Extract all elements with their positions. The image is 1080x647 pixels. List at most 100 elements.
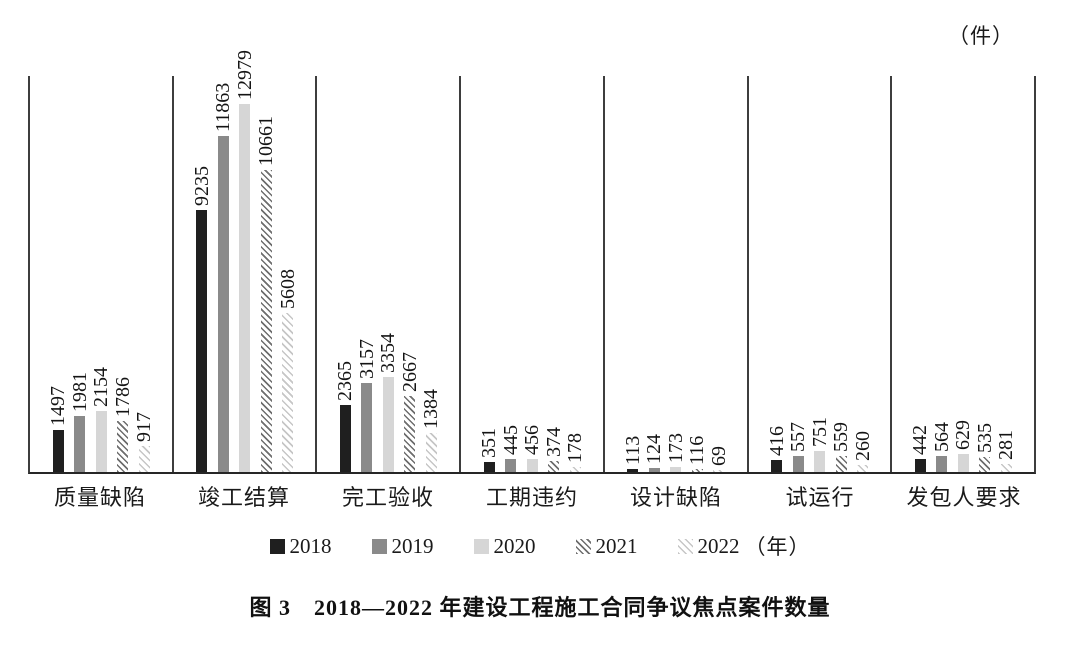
bar-2018 bbox=[483, 462, 495, 472]
category-group: 9235 11863 12979 10661 5608 bbox=[174, 50, 318, 472]
bar-value-label: 629 bbox=[952, 420, 975, 450]
category-group: 442 564 629 535 281 bbox=[892, 76, 1034, 472]
bar-value-label: 178 bbox=[564, 433, 587, 463]
category-label: 竣工结算 bbox=[197, 485, 290, 510]
bar-value-label: 751 bbox=[808, 417, 831, 447]
bar-value-label: 2667 bbox=[398, 352, 421, 392]
legend-label: 2019 bbox=[391, 533, 434, 558]
bar-2022 bbox=[138, 446, 150, 472]
bar-value-label: 113 bbox=[621, 435, 644, 465]
legend-swatch-icon bbox=[371, 538, 387, 554]
category-label: 工期违约 bbox=[485, 485, 578, 510]
bar-value-label: 11863 bbox=[212, 82, 235, 132]
category-label: 质量缺陷 bbox=[53, 485, 146, 510]
legend-swatch-icon bbox=[473, 538, 489, 554]
bar-2020 bbox=[382, 377, 394, 472]
bar-value-label: 1981 bbox=[68, 372, 91, 412]
legend-unit-label: （年） bbox=[744, 535, 811, 559]
bar-value-label: 2154 bbox=[90, 367, 112, 407]
bar-2018 bbox=[914, 459, 926, 472]
bar-2021 bbox=[835, 456, 847, 472]
bar-2021 bbox=[117, 421, 128, 472]
bar-value-label: 535 bbox=[973, 423, 996, 453]
category-group: 416 557 751 559 260 bbox=[749, 76, 893, 472]
bar-value-label: 456 bbox=[521, 425, 544, 455]
bar-chart-plot: 1497 1981 2154 1786 917 9235 11863 12979 10661 56… bbox=[28, 50, 1036, 474]
bar-2018 bbox=[196, 210, 208, 472]
category-group: 113 124 173 116 69 bbox=[605, 76, 749, 472]
bar-2020 bbox=[239, 104, 251, 472]
bar-2018 bbox=[771, 460, 783, 472]
category-label: 完工验收 bbox=[341, 485, 434, 510]
bar-value-label: 173 bbox=[664, 433, 687, 463]
legend-swatch-icon bbox=[677, 538, 693, 554]
bar-2019 bbox=[217, 136, 229, 472]
bar-2020 bbox=[670, 467, 682, 472]
legend-swatch-icon bbox=[269, 538, 285, 554]
bar-2022 bbox=[713, 470, 725, 472]
bar-value-label: 1384 bbox=[420, 389, 443, 429]
bar-2019 bbox=[505, 459, 517, 472]
legend-item-2019: 2019 bbox=[371, 533, 434, 559]
chart-legend: 2018 2019 2020 2021 2022 （年） bbox=[0, 531, 1080, 561]
category-group: 2365 3157 3354 2667 1384 bbox=[317, 76, 462, 472]
bar-2020 bbox=[95, 411, 107, 472]
bar-value-label: 9235 bbox=[190, 166, 213, 206]
bar-2021 bbox=[404, 396, 416, 472]
category-label: 设计缺陷 bbox=[629, 485, 722, 510]
bar-value-label: 3354 bbox=[377, 333, 400, 373]
bar-2019 bbox=[648, 468, 660, 472]
bar-value-label: 260 bbox=[851, 431, 874, 461]
category-group: 1497 1981 2154 1786 917 bbox=[30, 76, 174, 472]
bar-2022 bbox=[1000, 464, 1012, 472]
category-group: 351 445 456 374 178 bbox=[461, 76, 605, 472]
bar-2018 bbox=[52, 430, 64, 472]
legend-item-2022: 2022 （年） bbox=[677, 531, 811, 561]
bar-value-label: 564 bbox=[930, 422, 953, 452]
bar-value-label: 5608 bbox=[276, 269, 299, 309]
category-label: 试运行 bbox=[785, 485, 855, 510]
legend-swatch-icon bbox=[575, 538, 591, 554]
legend-item-2020: 2020 bbox=[473, 533, 536, 559]
bar-2022 bbox=[282, 313, 294, 472]
bar-value-label: 12979 bbox=[233, 50, 256, 100]
bar-2021 bbox=[260, 170, 272, 472]
bar-value-label: 442 bbox=[909, 425, 932, 455]
bar-value-label: 69 bbox=[707, 446, 730, 466]
bar-value-label: 559 bbox=[830, 422, 853, 452]
bar-value-label: 116 bbox=[686, 435, 709, 465]
bar-value-label: 10661 bbox=[255, 116, 278, 166]
bar-value-label: 445 bbox=[499, 425, 522, 455]
legend-label: 2021 bbox=[595, 533, 638, 558]
legend-label: 2020 bbox=[493, 533, 536, 558]
bar-2020 bbox=[957, 454, 969, 472]
bar-2019 bbox=[792, 456, 804, 472]
bar-2021 bbox=[691, 469, 703, 472]
bar-value-label: 351 bbox=[478, 428, 501, 458]
bar-2021 bbox=[548, 461, 560, 472]
bar-2022 bbox=[425, 433, 437, 472]
bar-value-label: 2365 bbox=[334, 361, 357, 401]
bar-value-label: 557 bbox=[787, 422, 810, 452]
y-axis-unit-label: （件） bbox=[948, 24, 1014, 48]
bar-2019 bbox=[74, 416, 85, 472]
x-axis-category-row: 质量缺陷 竣工结算 完工验收 工期违约 设计缺陷 试运行 发包人要求 bbox=[28, 480, 1036, 512]
legend-item-2018: 2018 bbox=[269, 533, 332, 559]
bar-2018 bbox=[627, 469, 639, 472]
legend-label: 2018 bbox=[289, 533, 332, 558]
bar-value-label: 416 bbox=[765, 426, 788, 456]
bar-2022 bbox=[569, 467, 581, 472]
bar-2018 bbox=[339, 405, 351, 472]
bar-2022 bbox=[857, 465, 869, 472]
figure-caption: 图 3 2018—2022 年建设工程施工合同争议焦点案件数量 bbox=[249, 595, 831, 620]
bar-value-label: 124 bbox=[643, 434, 666, 464]
bar-value-label: 917 bbox=[133, 412, 155, 442]
bar-2020 bbox=[526, 459, 538, 472]
bar-value-label: 1786 bbox=[111, 377, 134, 417]
legend-item-2021: 2021 bbox=[575, 533, 638, 559]
bar-value-label: 281 bbox=[995, 430, 1018, 460]
category-label: 发包人要求 bbox=[906, 485, 1022, 510]
bar-2019 bbox=[361, 383, 373, 472]
bar-value-label: 1497 bbox=[47, 386, 69, 426]
